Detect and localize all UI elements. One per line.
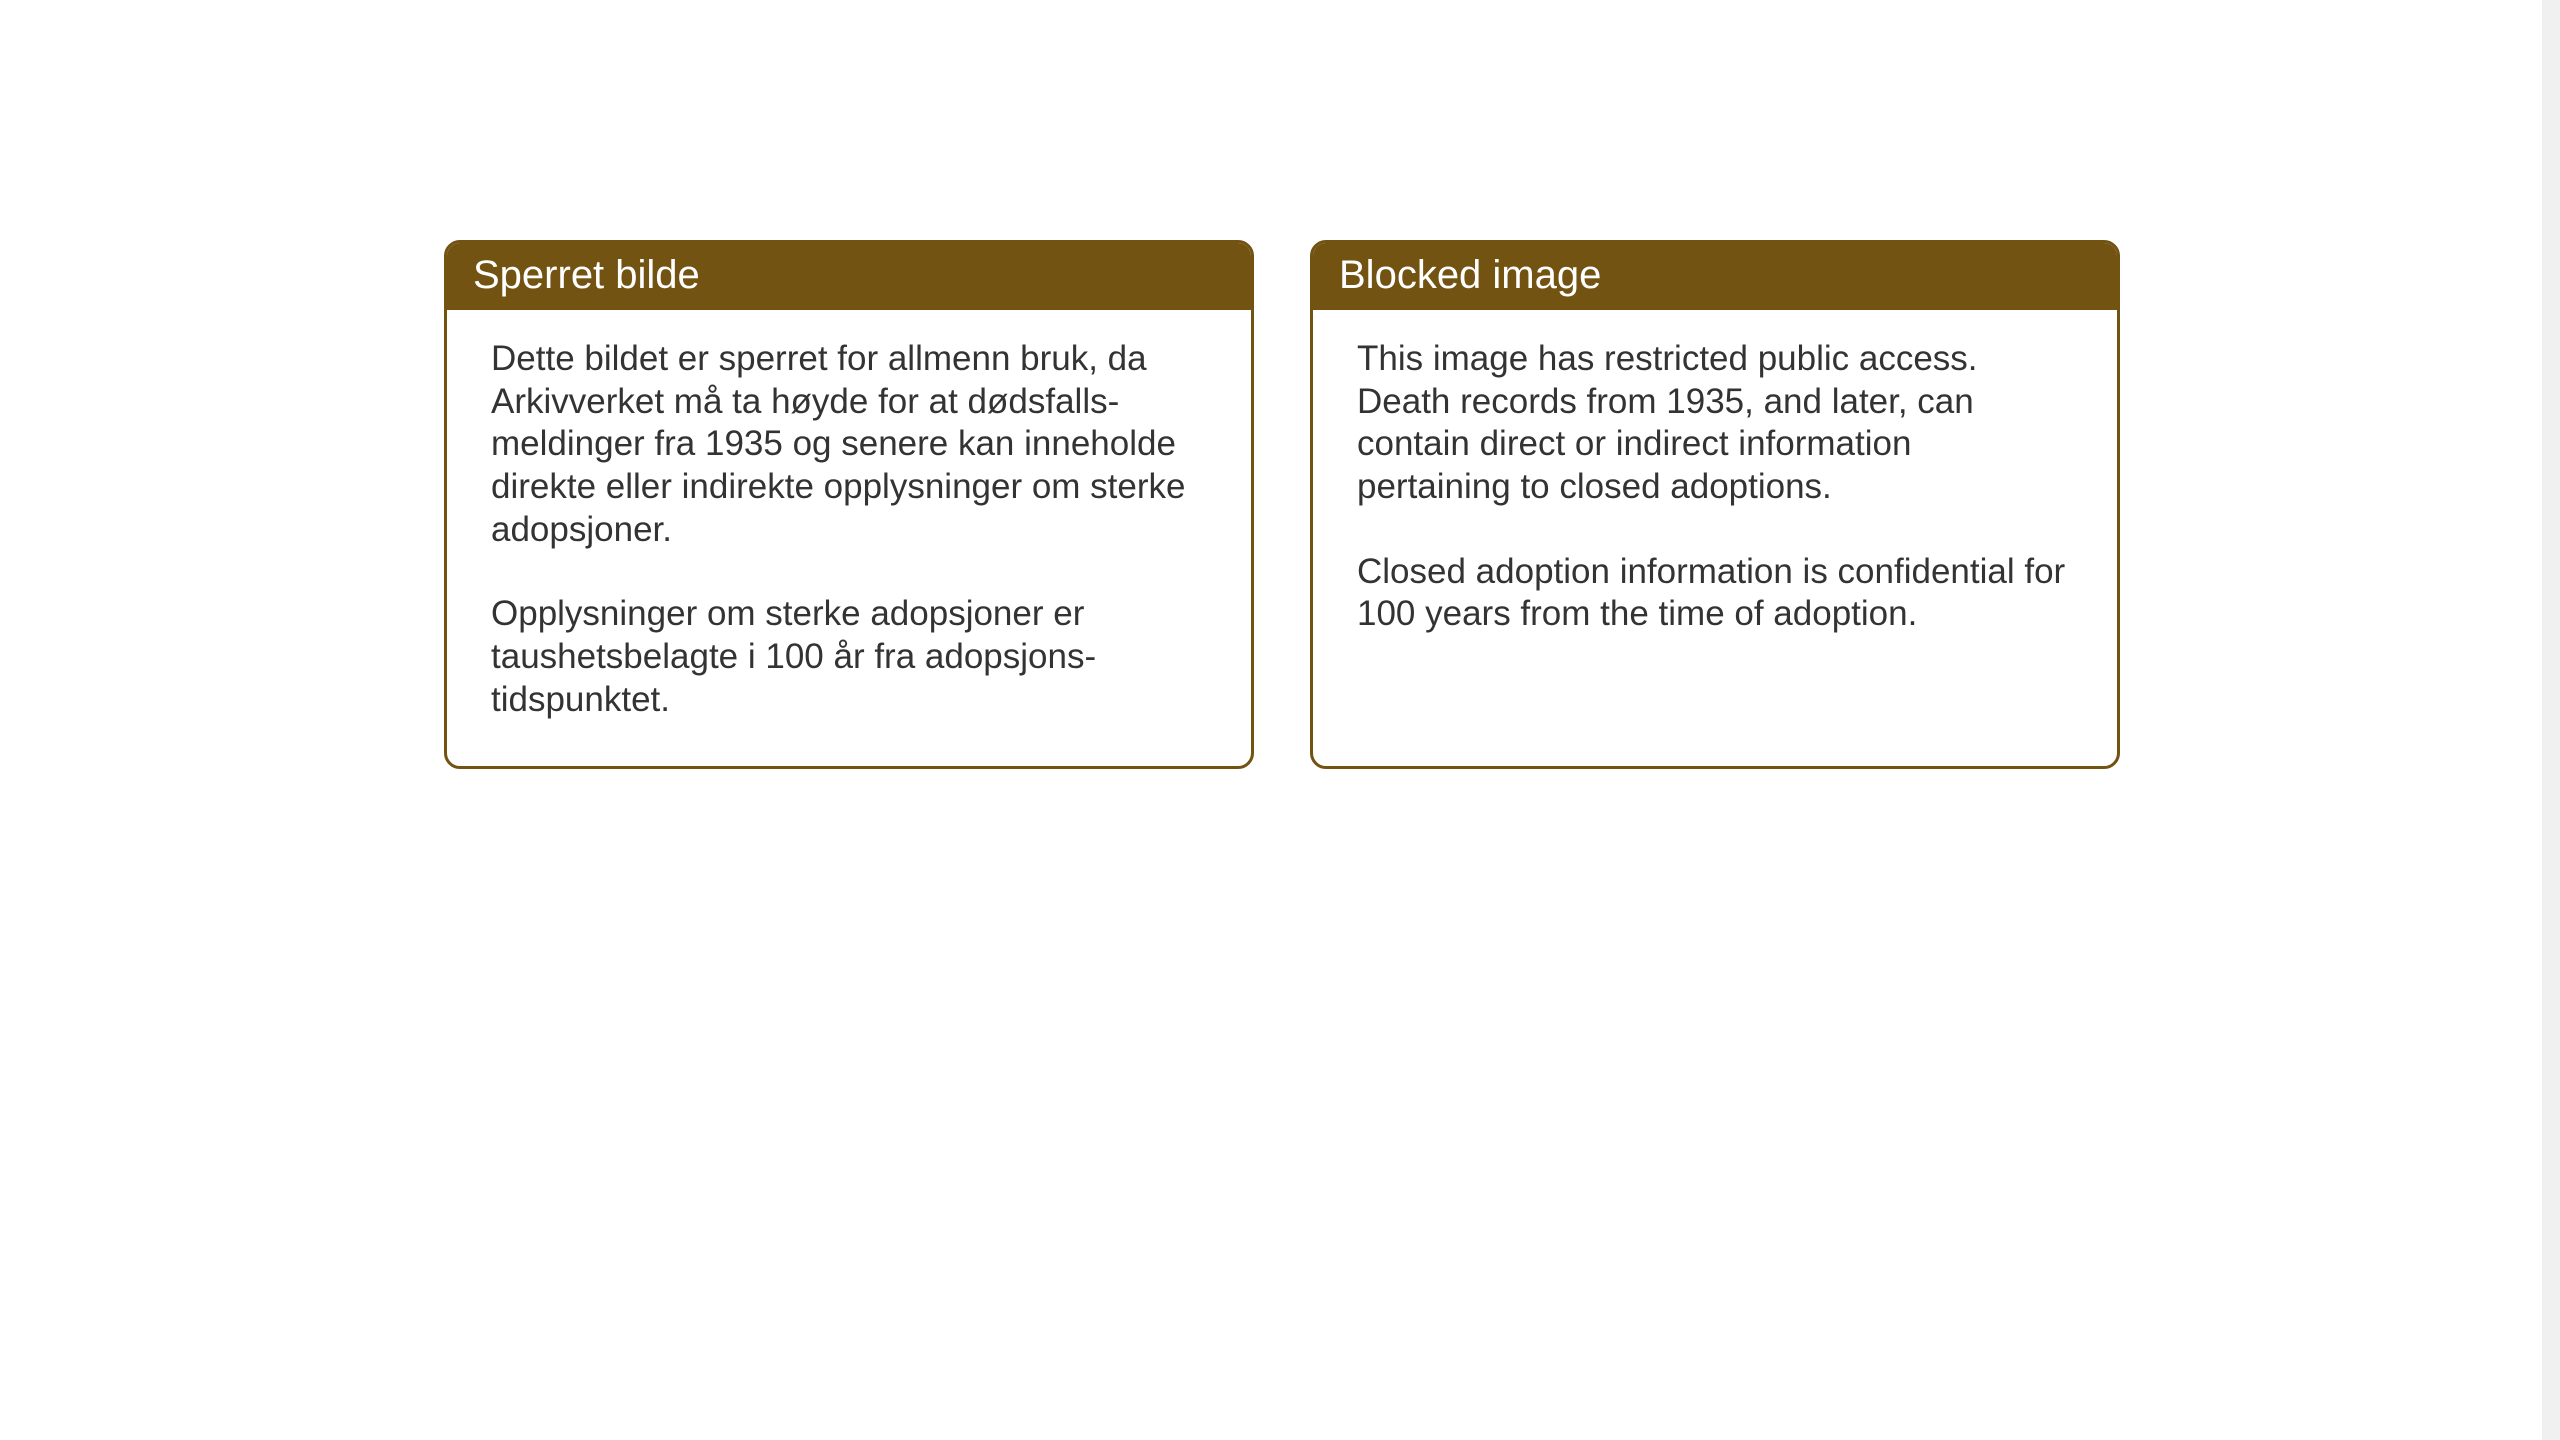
notice-paragraph-1-english: This image has restricted public access.… xyxy=(1357,338,2073,509)
notice-paragraph-1-norwegian: Dette bildet er sperret for allmenn bruk… xyxy=(491,338,1207,551)
notice-body-norwegian: Dette bildet er sperret for allmenn bruk… xyxy=(447,310,1251,766)
notice-paragraph-2-english: Closed adoption information is confident… xyxy=(1357,551,2073,636)
notice-box-english: Blocked image This image has restricted … xyxy=(1310,240,2120,769)
notice-body-english: This image has restricted public access.… xyxy=(1313,310,2117,680)
notice-header-norwegian: Sperret bilde xyxy=(447,243,1251,310)
notices-container: Sperret bilde Dette bildet er sperret fo… xyxy=(444,240,2120,769)
scrollbar-track[interactable] xyxy=(2542,0,2560,1440)
notice-box-norwegian: Sperret bilde Dette bildet er sperret fo… xyxy=(444,240,1254,769)
notice-title-english: Blocked image xyxy=(1339,253,1601,297)
notice-paragraph-2-norwegian: Opplysninger om sterke adopsjoner er tau… xyxy=(491,593,1207,721)
notice-title-norwegian: Sperret bilde xyxy=(473,253,700,297)
notice-header-english: Blocked image xyxy=(1313,243,2117,310)
